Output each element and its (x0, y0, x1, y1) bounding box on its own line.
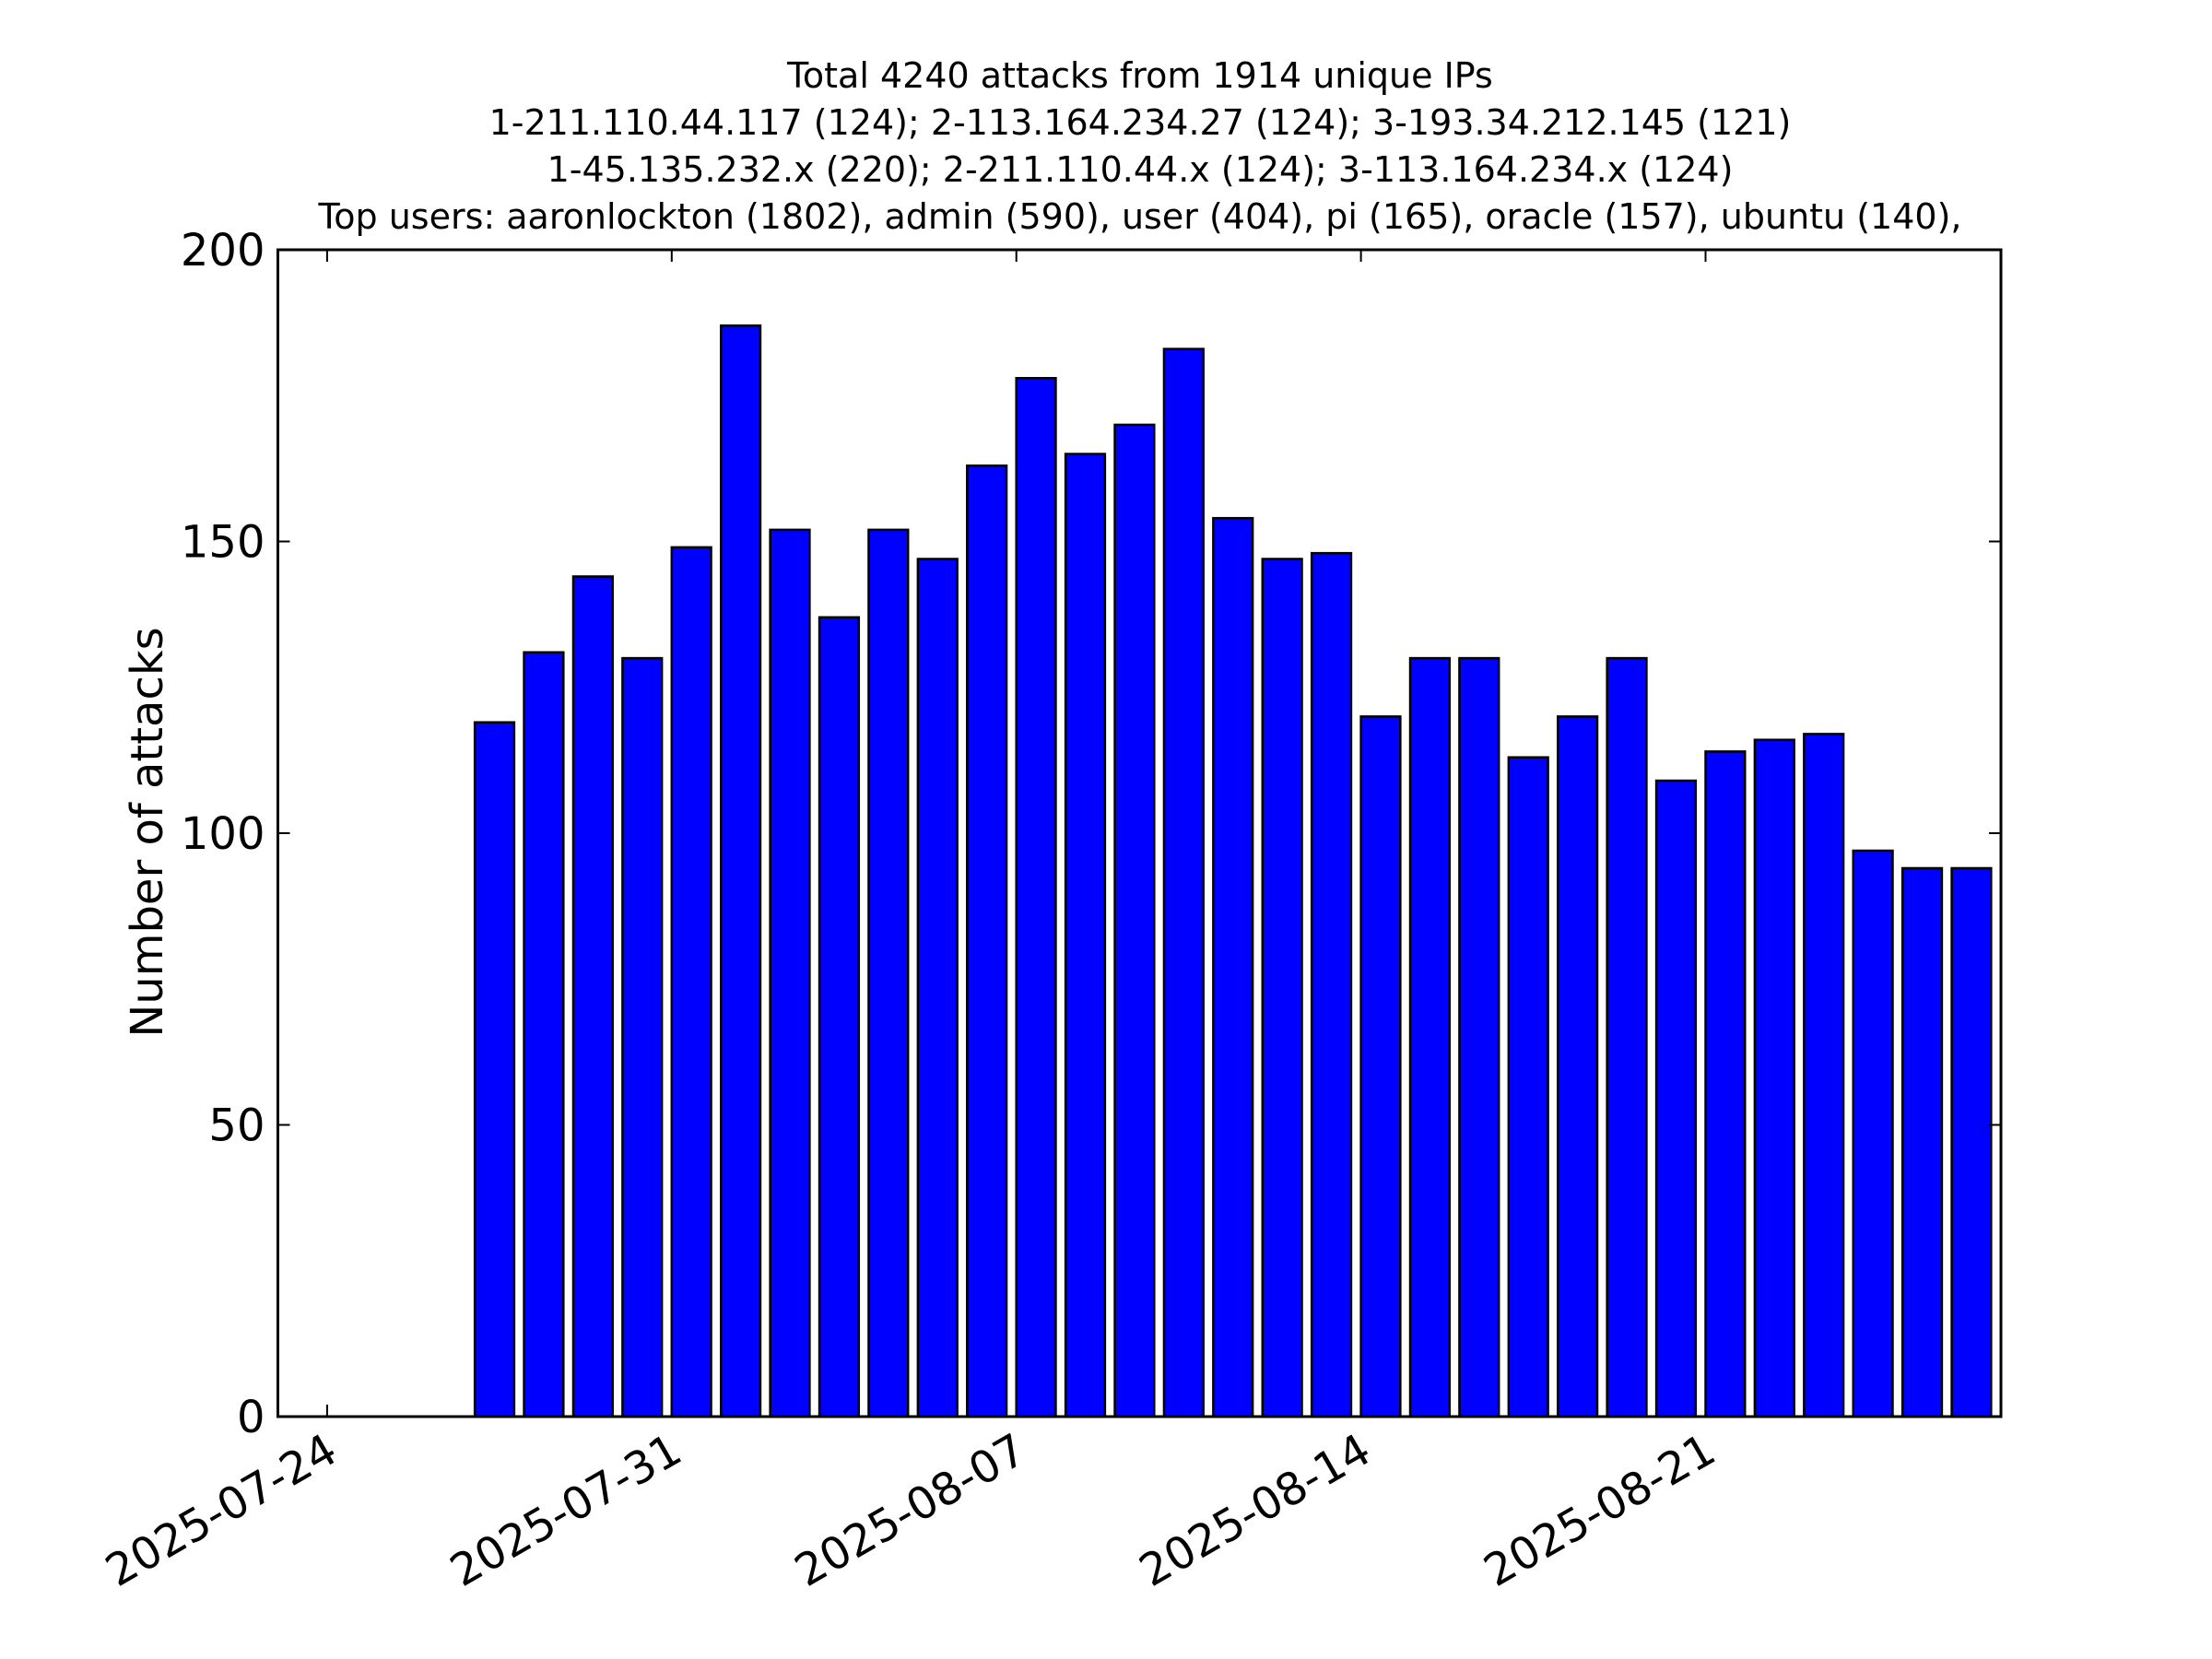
bar (1113, 423, 1156, 1418)
y-tick-label: 200 (181, 225, 265, 276)
x-tick-label: 2025-08-14 (1131, 1424, 1380, 1597)
x-tick-label: 2025-07-31 (441, 1424, 690, 1597)
x-tick-label: 2025-08-21 (1476, 1424, 1724, 1597)
bar (670, 546, 712, 1418)
bar (1900, 866, 1944, 1418)
bar (916, 558, 959, 1418)
bar (571, 575, 614, 1418)
bar (523, 651, 565, 1418)
bar (1359, 715, 1402, 1418)
bar (1064, 453, 1107, 1418)
chart-title: Top users: aaronlockton (1802), admin (5… (318, 196, 1962, 237)
bar (1950, 866, 1993, 1418)
y-axis-label: Number of attacks (122, 627, 173, 1037)
y-tick-label: 100 (181, 808, 265, 860)
bar (473, 721, 516, 1418)
bar (1704, 750, 1747, 1418)
bar (1261, 558, 1303, 1418)
chart-title: 1-45.135.232.x (220); 2-211.110.44.x (12… (547, 149, 1734, 190)
bar (1557, 715, 1599, 1418)
bar (719, 324, 762, 1418)
y-tick-label: 50 (208, 1100, 265, 1152)
bar (1458, 656, 1500, 1418)
bar (1212, 516, 1254, 1418)
x-tick-label: 2025-08-07 (786, 1424, 1035, 1597)
bar (1852, 849, 1894, 1418)
plot-frame (276, 248, 2003, 1418)
chart-title: Total 4240 attacks from 1914 unique IPs (786, 55, 1493, 96)
y-tick-label: 150 (181, 517, 265, 569)
x-tick-label: 2025-07-24 (97, 1424, 346, 1597)
bar (1654, 779, 1698, 1418)
bar (621, 656, 664, 1418)
bar (1507, 756, 1549, 1418)
bar (769, 528, 811, 1418)
bar (1015, 377, 1057, 1418)
bar (966, 464, 1008, 1418)
bar (1408, 656, 1452, 1418)
bar (818, 616, 861, 1418)
bar (1606, 656, 1648, 1418)
bar (1310, 551, 1353, 1418)
bar (1803, 733, 1845, 1418)
y-tick-label: 0 (237, 1392, 265, 1443)
bar (1753, 738, 1795, 1418)
bar (867, 528, 910, 1418)
bar (1162, 347, 1205, 1418)
chart-title: 1-211.110.44.117 (124); 2-113.164.234.27… (489, 102, 1792, 143)
